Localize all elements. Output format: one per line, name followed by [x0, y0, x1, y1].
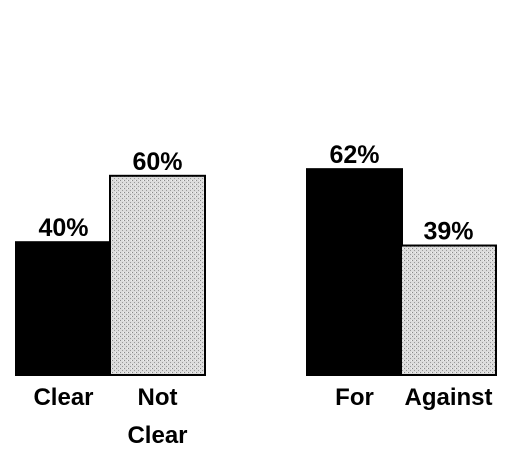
labels-layer: 40% Clear 60% Not Clear 62% For 39% Against — [33, 141, 492, 449]
value-label: 40% — [38, 214, 88, 242]
category-label: Clear — [33, 384, 93, 411]
bars-layer — [15, 168, 497, 376]
category-label: Not Clear — [127, 384, 187, 449]
bar-2-for — [306, 168, 403, 376]
value-label: 39% — [423, 218, 473, 246]
bar-1-not — [109, 174, 206, 376]
value-label: 60% — [132, 148, 182, 176]
bar-2-against — [400, 244, 497, 376]
value-label: 62% — [329, 141, 379, 169]
category-label: For — [335, 384, 374, 411]
category-label: Against — [404, 384, 492, 411]
bar-1-clear — [15, 241, 112, 376]
